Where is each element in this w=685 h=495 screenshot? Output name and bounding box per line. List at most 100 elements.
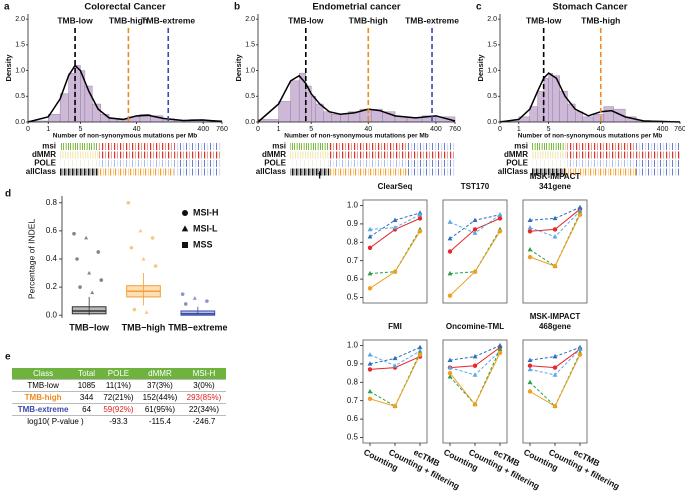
x-tick-label: 40 <box>133 126 141 133</box>
chart-title: Oncomine-TML <box>446 322 504 331</box>
header-cell: Total <box>74 368 99 380</box>
y-tick-label: 0.5 <box>347 293 359 302</box>
marker <box>447 374 453 379</box>
marker <box>138 228 143 233</box>
x-tick-label: 400 <box>197 126 209 133</box>
track-stripes <box>636 160 680 167</box>
track-stripes <box>532 151 566 159</box>
track-stripes <box>329 168 407 176</box>
chart-title: 341gene <box>539 182 572 191</box>
density-curve <box>257 74 456 123</box>
marker <box>205 299 209 303</box>
y-tick-label: 2.0 <box>15 16 25 23</box>
header-cell: Class <box>12 368 75 380</box>
cell: 1085 <box>74 379 99 392</box>
y-tick-label: 1.5 <box>245 42 255 49</box>
x-tick-label: 5 <box>547 126 551 133</box>
marker <box>183 302 188 306</box>
marker <box>367 234 373 239</box>
marker <box>181 225 189 232</box>
marker <box>497 229 503 234</box>
plot-frame <box>362 199 428 304</box>
chart-title: MSK-IMPACT <box>530 312 581 321</box>
track-stripes <box>174 143 222 150</box>
track-stripes <box>565 168 637 176</box>
y-axis-label: Density <box>4 54 13 82</box>
marker <box>447 364 453 370</box>
y-tick-label: 0.8 <box>46 198 58 207</box>
marker <box>367 286 373 291</box>
marker <box>497 350 503 356</box>
panel-label: a <box>4 2 10 13</box>
marker <box>392 363 398 368</box>
x-tick-label: 5 <box>78 126 82 133</box>
threshold-label: TMB-low <box>288 15 324 25</box>
panel-label: d <box>5 189 11 200</box>
legend-label: MSI-L <box>193 223 218 233</box>
chart-title: Colorectal Cancer <box>84 2 166 13</box>
y-axis-label: Percentage of INDEL <box>26 219 36 300</box>
cell: 37(3%) <box>137 379 182 392</box>
marker <box>417 212 423 217</box>
histogram-bar <box>575 111 583 123</box>
marker <box>577 212 583 217</box>
series-line <box>529 354 581 407</box>
histogram-bar <box>592 114 605 123</box>
cell: TMB-low <box>12 379 75 392</box>
marker <box>144 310 149 314</box>
y-tick-label: 2.0 <box>487 16 497 23</box>
x-tick-label: 400 <box>657 126 669 133</box>
y-tick-label: 2.0 <box>245 16 255 23</box>
track-stripes <box>174 151 222 159</box>
track-stripes <box>532 168 566 176</box>
track-stripes <box>98 143 175 150</box>
x-axis-label: Number of non-synonymous mutations per M… <box>518 133 662 140</box>
histogram-bar <box>311 96 316 123</box>
marker <box>577 346 583 351</box>
track-stripes <box>98 151 175 159</box>
series-line <box>449 217 501 252</box>
threshold-label: TMB-high <box>109 15 148 25</box>
chart-title: TST170 <box>461 182 490 191</box>
histogram-bar <box>582 116 594 123</box>
cell: 293(85%) <box>181 391 226 404</box>
y-tick-label: 0.0 <box>46 310 58 319</box>
cell: 72(21%) <box>99 391 138 404</box>
category-label: TMB−extreme <box>168 322 227 332</box>
y-tick-label: 0.2 <box>46 282 58 291</box>
marker <box>153 264 158 268</box>
track-label: allClass <box>256 167 287 176</box>
x-tick-label: 0 <box>256 126 260 133</box>
cell: 61(95%) <box>137 403 182 416</box>
marker <box>552 404 558 409</box>
x-axis-label: Number of non-synonymous mutations per M… <box>53 133 197 140</box>
marker <box>447 293 453 298</box>
marker <box>182 242 188 248</box>
track-stripes <box>98 168 175 176</box>
marker <box>75 257 79 261</box>
marker <box>527 224 533 230</box>
x-tick-label: 760 <box>449 126 461 133</box>
marker <box>447 249 453 254</box>
chart-title: Stomach Cancer <box>553 2 628 13</box>
y-tick-label: 0.8 <box>347 237 359 246</box>
histogram-bar <box>108 118 118 123</box>
category-label: TMB−low <box>69 322 110 332</box>
cell: -246.7 <box>192 417 216 426</box>
y-tick-label: 0.7 <box>347 396 359 405</box>
track-stripes <box>290 151 330 159</box>
marker <box>392 355 398 361</box>
plot-frame <box>442 199 508 304</box>
marker <box>527 254 533 260</box>
cell: log10( P-value ) <box>27 417 84 426</box>
chart-title: FMI <box>388 322 402 331</box>
chart-title: MSK-IMPACT <box>530 172 581 181</box>
marker <box>129 245 134 250</box>
marker <box>99 278 104 282</box>
marker <box>367 367 373 372</box>
marker <box>472 402 478 407</box>
table-header: Class Total POLE dMMR MSI-H <box>12 368 226 380</box>
x-tick-label: 1 <box>517 126 521 133</box>
histogram-bar <box>548 72 553 123</box>
